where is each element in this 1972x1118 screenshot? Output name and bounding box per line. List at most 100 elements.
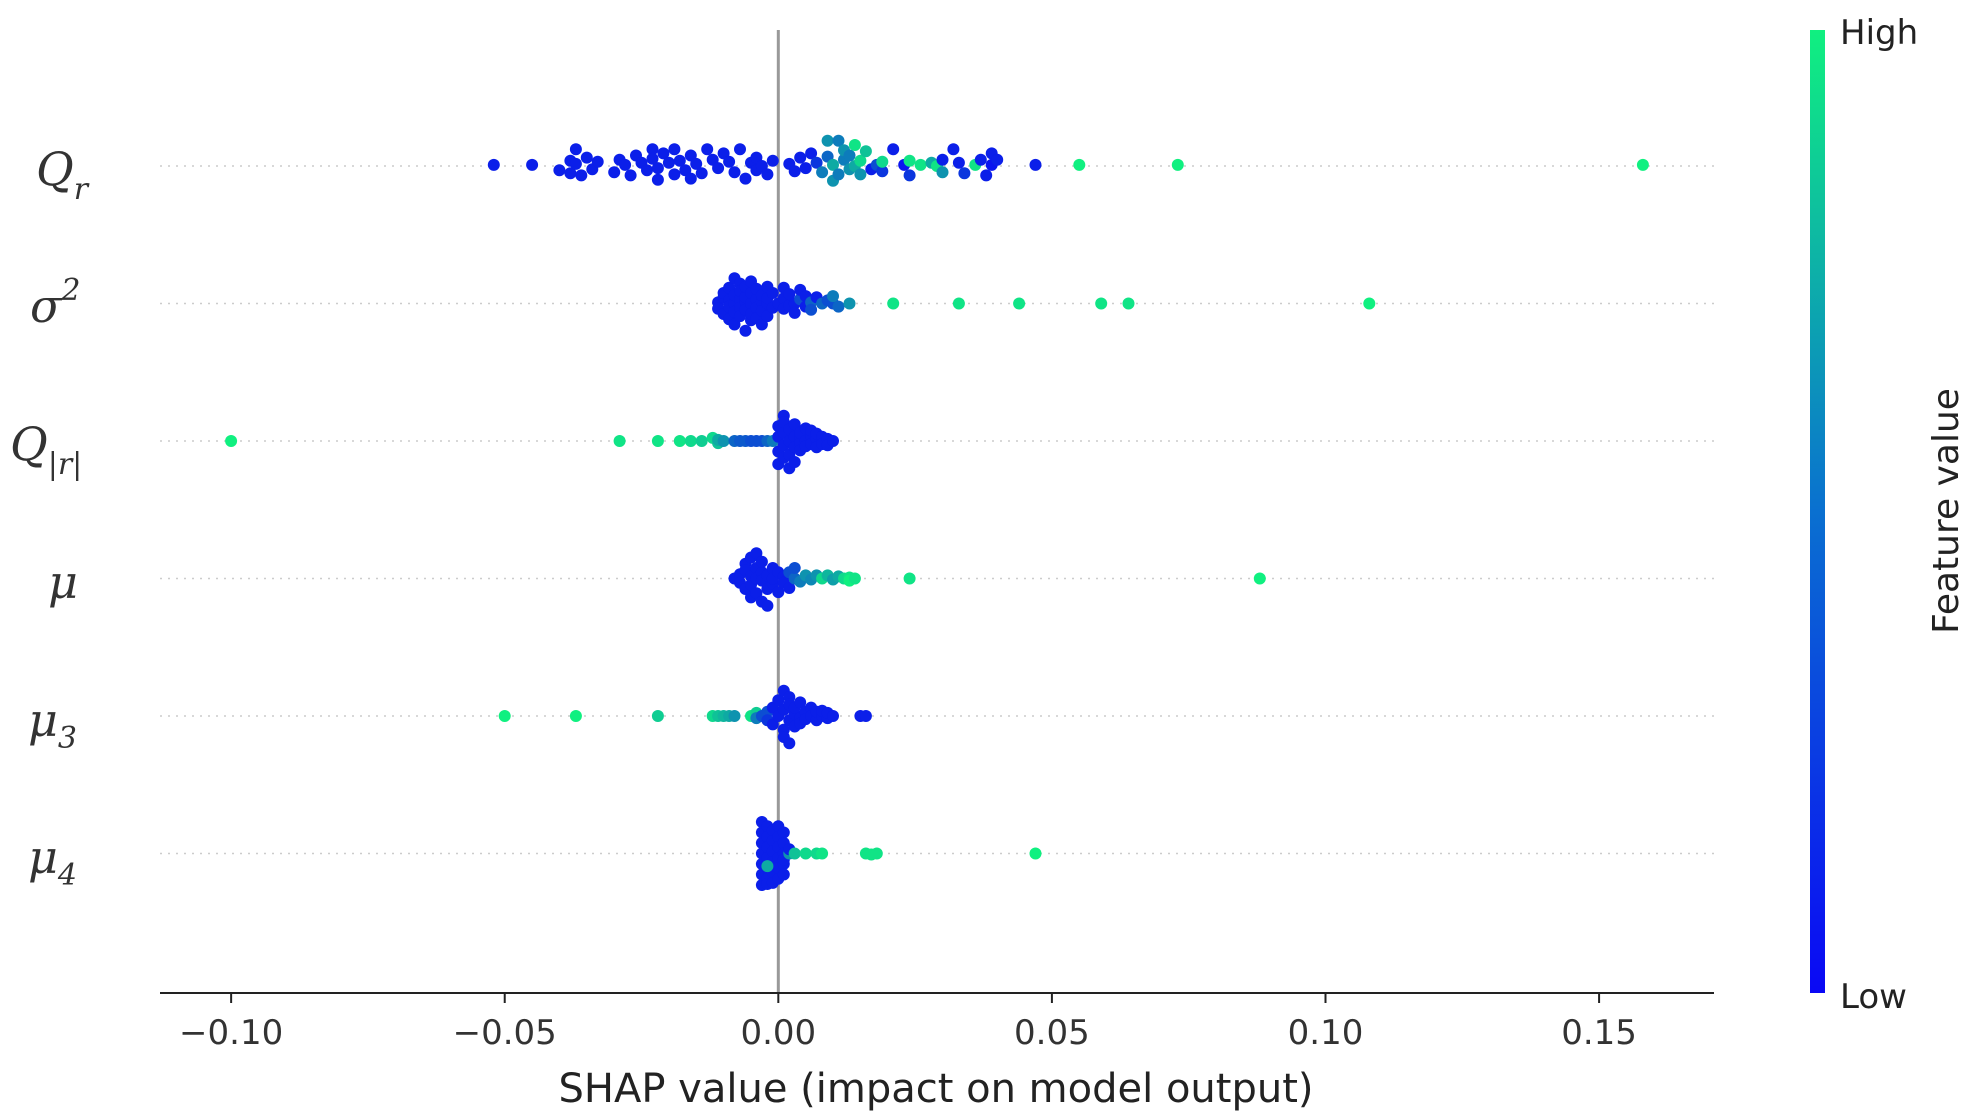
colorbar-high-label: High [1840,13,1918,53]
feature-label-mu-4: μ4 [28,830,77,893]
colorbar-title: Feature value [1926,388,1967,634]
point-Q_r [673,154,686,167]
point-mu_3 [728,710,741,722]
point-Q_r [827,158,839,171]
point-Q_r [914,158,927,171]
feature-label-q-r: Qr [36,142,90,207]
point-Q_r [739,172,752,185]
point-Q_r [487,158,500,171]
x-tick-label: 0.10 [1288,1013,1364,1053]
point-mu_3 [651,710,664,722]
point-Q_|r| [684,435,697,447]
point-Q_r [575,169,588,182]
row-gridlines [160,165,1714,855]
point-Q_r [876,165,889,178]
x-tick-label: −0.10 [179,1013,283,1053]
x-axis-ticks: −0.10 −0.05 0.00 0.05 0.10 0.15 [179,993,1637,1053]
point-Q_r [794,151,807,164]
point-Q_r [690,157,703,170]
point-sigma^2 [832,300,845,313]
point-mu_3 [569,710,582,722]
point-Q_r [553,164,566,177]
point-mu_3 [772,694,785,707]
point-mu_4 [777,826,790,839]
point-mu_4 [1029,847,1042,860]
point-Q_r [952,156,965,169]
point-sigma^2 [739,324,752,337]
point-mu [1253,572,1266,585]
point-Q_r [1636,158,1649,171]
point-Q_r [526,158,539,171]
point-Q_r [662,156,675,169]
point-Q_|r| [695,435,708,447]
point-mu_4 [788,847,801,860]
point-Q_r [854,168,867,181]
point-Q_r [843,149,856,162]
point-Q_r [624,169,637,182]
point-mu_3 [498,710,511,722]
point-Q_r [651,173,664,186]
point-Q_r [974,153,987,166]
point-Q_r [651,162,664,175]
point-mu_4 [777,868,790,881]
data-points [225,134,1649,891]
colorbar-gradient [1810,30,1825,993]
point-Q_r [712,162,725,175]
point-sigma^2 [1363,297,1376,310]
point-Q_|r| [613,435,626,447]
point-Q_r [980,169,993,182]
feature-labels: Qr σ2 Q|r| μ μ3 μ4 [10,142,90,893]
point-sigma^2 [952,297,965,310]
point-Q_|r| [788,456,801,468]
point-Q_r [788,165,801,178]
point-sigma^2 [766,287,779,299]
point-Q_r [810,156,823,169]
point-mu [783,582,796,594]
point-Q_|r| [717,435,730,447]
point-Q_r [723,155,736,168]
point-Q_r [832,134,845,147]
colorbar-low-label: Low [1840,977,1907,1017]
point-mu_4 [799,847,812,860]
point-Q_r [569,157,582,170]
x-axis-label: SHAP value (impact on model output) [559,1066,1314,1112]
point-Q_r [1029,158,1042,171]
point-Q_r [821,134,834,147]
point-sigma^2 [827,290,839,303]
point-mu [761,599,774,612]
point-Q_r [766,154,779,167]
point-mu_3 [794,696,807,709]
point-Q_r [591,155,604,168]
x-tick-label: 0.15 [1561,1013,1637,1053]
point-Q_r [799,162,812,175]
point-Q_r [854,154,867,167]
point-Q_r [805,147,818,160]
point-Q_r [580,151,593,164]
x-tick-label: 0.05 [1014,1013,1090,1053]
point-mu_3 [783,737,796,750]
point-Q_r [991,153,1004,166]
point-mu [788,562,801,574]
point-mu [772,586,785,599]
point-Q_r [958,167,971,180]
point-Q_r [1073,158,1086,171]
point-Q_r [619,158,632,171]
point-mu [755,555,768,568]
point-mu [848,572,861,585]
point-Q_r [903,169,916,182]
point-sigma^2 [805,303,818,316]
point-Q_r [1171,158,1184,171]
feature-label-mu: μ [48,555,78,609]
point-Q_r [668,168,681,181]
point-sigma^2 [887,297,900,310]
point-mu_4 [816,847,829,860]
feature-label-q-abs-r: Q|r| [10,417,82,482]
point-Q_r [734,143,746,156]
point-Q_r [903,154,916,167]
point-Q_|r| [673,435,686,447]
point-Q_r [848,139,861,151]
feature-label-sigma-squared: σ2 [30,273,81,333]
point-Q_|r| [827,435,839,447]
point-Q_r [646,143,659,156]
